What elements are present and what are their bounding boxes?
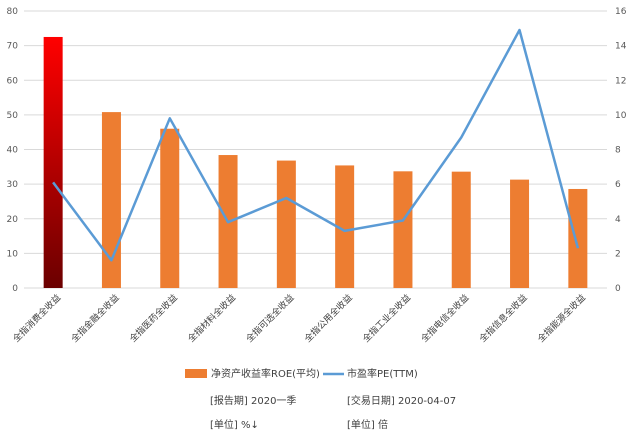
bar	[160, 128, 180, 288]
bar	[335, 165, 355, 288]
bar	[393, 171, 413, 288]
legend: 净资产收益率ROE(平均) 市盈率PE(TTM)	[185, 367, 418, 380]
x-tick-label: 全指信息全收益	[477, 292, 530, 345]
gridlines	[24, 10, 607, 289]
x-axis-labels: 全指消费全收益 全指金融全收益 全指医药全收益 全指材料全收益 全指可选全收益 全指公用全…	[10, 292, 588, 345]
legend-bar-swatch	[185, 369, 207, 378]
bar	[568, 188, 588, 288]
right-axis-ticks: 0 2 4 6 8 10 12 14 16	[615, 7, 627, 294]
left-tick-label: 70	[7, 42, 19, 52]
right-tick-label: 16	[615, 7, 627, 17]
left-tick-label: 10	[7, 249, 19, 259]
pe-line	[52, 28, 580, 262]
right-tick-label: 12	[615, 76, 626, 86]
x-tick-label: 全指公用全收益	[302, 292, 355, 345]
unit-left: [单位] %↓	[210, 420, 259, 431]
left-tick-label: 40	[7, 146, 19, 156]
bar-series	[43, 36, 588, 288]
legend-bar-label: 净资产收益率ROE(平均)	[211, 367, 320, 380]
line-series	[52, 28, 580, 262]
x-tick-label: 全指能源全收益	[535, 292, 588, 345]
unit-right: [单位] 倍	[347, 420, 388, 431]
right-tick-label: 8	[615, 146, 621, 156]
x-tick-label: 全指消费全收益	[10, 292, 63, 345]
right-tick-label: 10	[615, 111, 627, 121]
x-tick-label: 全指可选全收益	[243, 292, 296, 345]
bar	[276, 160, 296, 288]
x-tick-label: 全指工业全收益	[360, 292, 413, 345]
bar	[510, 179, 530, 288]
left-tick-label: 30	[7, 180, 19, 190]
left-axis-ticks: 0 10 20 30 40 50 60 70 80	[7, 7, 19, 294]
x-tick-label: 全指医药全收益	[127, 292, 180, 345]
right-tick-label: 4	[615, 215, 621, 225]
right-tick-label: 0	[615, 284, 621, 294]
left-tick-label: 50	[7, 111, 19, 121]
bar	[451, 171, 471, 288]
left-tick-label: 80	[7, 7, 19, 17]
left-tick-label: 0	[12, 284, 18, 294]
x-tick-label: 全指材料全收益	[185, 292, 238, 345]
left-tick-label: 20	[7, 215, 19, 225]
right-tick-label: 2	[615, 249, 621, 259]
right-tick-label: 6	[615, 180, 621, 190]
left-tick-label: 60	[7, 76, 19, 86]
trade-date: [交易日期] 2020-04-07	[347, 396, 457, 407]
bar	[101, 112, 121, 288]
x-tick-label: 全指电信全收益	[418, 292, 471, 345]
right-tick-label: 14	[615, 42, 627, 52]
legend-line-label: 市盈率PE(TTM)	[347, 367, 418, 380]
x-tick-label: 全指金融全收益	[69, 292, 122, 345]
bar	[43, 36, 63, 288]
report-period: [报告期] 2020一季	[210, 396, 297, 407]
